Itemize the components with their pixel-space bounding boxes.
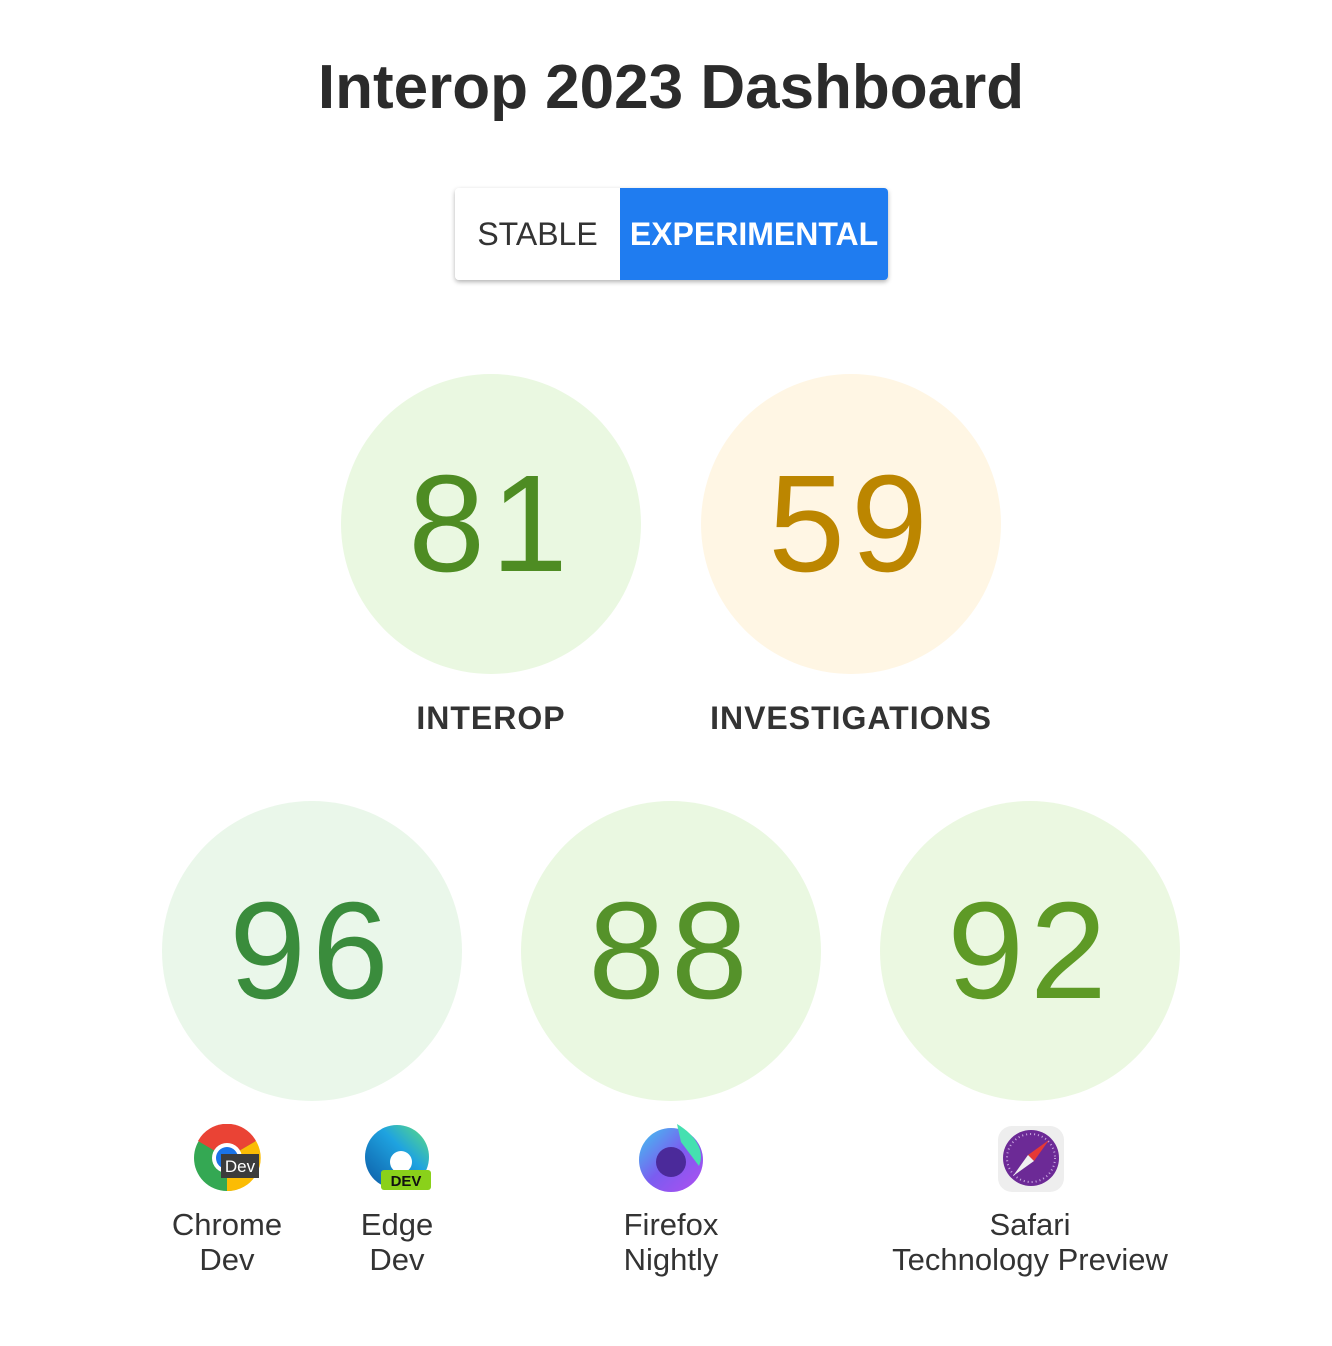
interop-label: INTEROP [416,700,566,736]
browser-name: Edge [360,1207,434,1242]
edge-dev-icon: DEV [365,1125,431,1190]
stable-button[interactable]: STABLE [455,188,620,280]
chrome-dev-icon: Dev [194,1124,261,1192]
browser-channel: Technology Preview [892,1242,1168,1277]
edge-dev-label: Edge Dev [237,1207,557,1277]
browser-name: Safari [989,1207,1071,1242]
safari-score-circle: 92 [880,801,1180,1101]
browser-name: Firefox [623,1207,719,1242]
chrome-dev-label: Chrome Dev [67,1207,387,1277]
svg-text:Dev: Dev [225,1157,256,1176]
browser-channel: Dev [199,1242,255,1277]
firefox-score-circle: 88 [521,801,821,1101]
experimental-button[interactable]: EXPERIMENTAL [620,188,888,280]
firefox-nightly-icon [639,1124,703,1192]
browser-channel: Nightly [623,1242,719,1277]
interop-score-circle: 81 [341,374,641,674]
safari-tp-label: Safari Technology Preview [830,1207,1230,1277]
firefox-nightly-label: Firefox Nightly [511,1207,831,1277]
svg-text:DEV: DEV [391,1173,422,1190]
investigations-score-circle: 59 [701,374,1001,674]
safari-tp-icon [998,1126,1064,1192]
browser-channel: Dev [369,1242,425,1277]
investigations-label: INVESTIGATIONS [710,700,992,736]
channel-toggle: STABLE EXPERIMENTAL [455,188,888,280]
browser-name: Chrome [171,1207,283,1242]
page-title: Interop 2023 Dashboard [317,53,1025,122]
chrome-edge-score-circle: 96 [162,801,462,1101]
